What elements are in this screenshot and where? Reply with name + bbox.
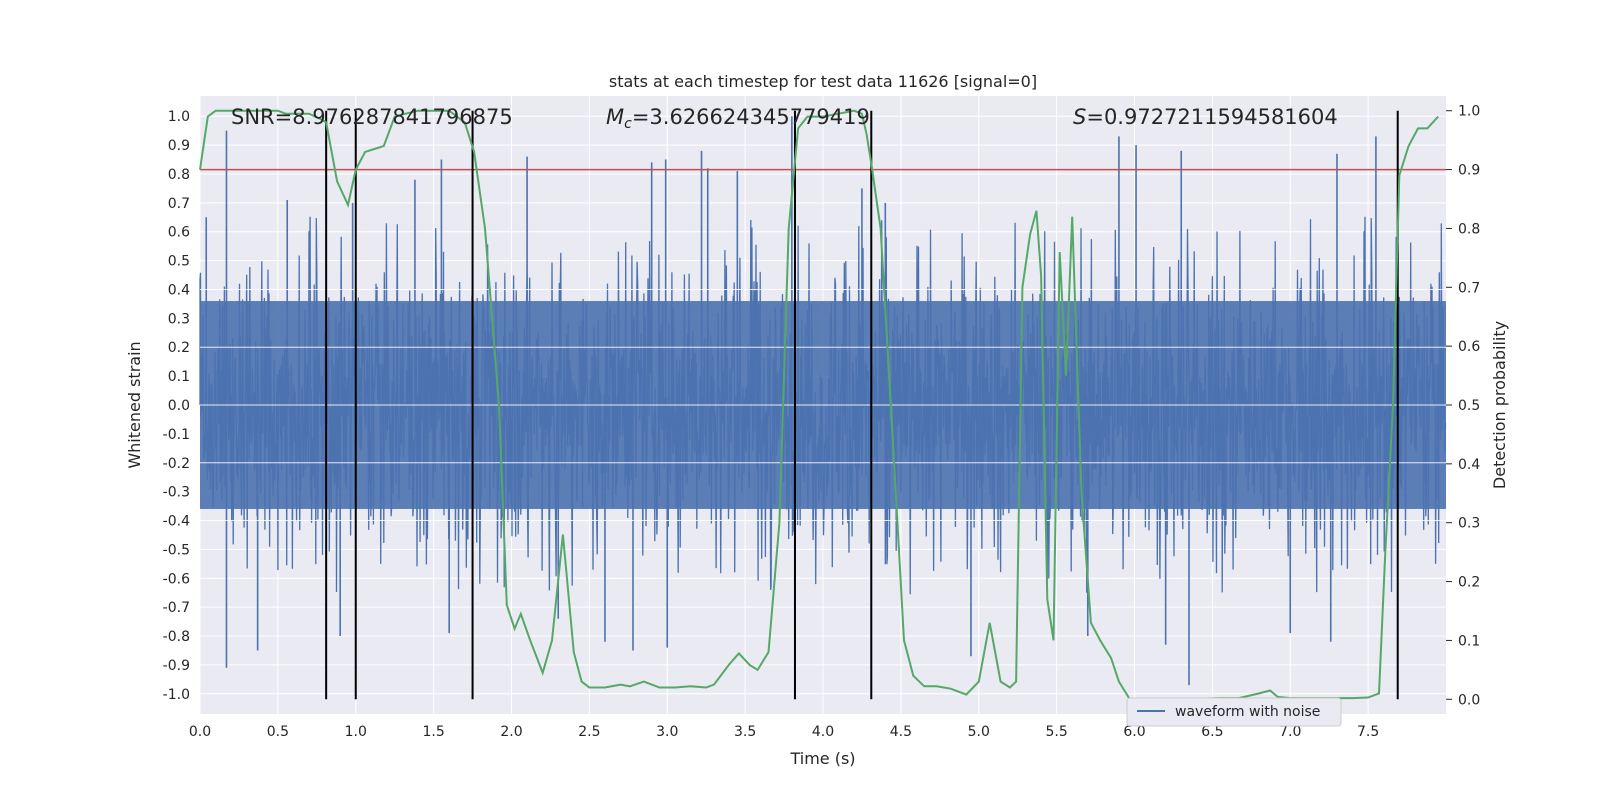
chirp-mass-annotation: Mc=3.626624345779419 [606,105,870,132]
y2-tick-label: 0.9 [1458,163,1480,179]
y-tick-label: -0.9 [163,658,190,674]
chart-title: stats at each timestep for test data 116… [609,72,1037,91]
y2-tick-label: 0.2 [1458,575,1480,591]
y-tick-label: -0.6 [163,571,190,587]
x-tick-label: 4.0 [812,724,834,740]
y-tick-label: 0.6 [168,225,190,241]
x-tick-label: 7.0 [1279,724,1301,740]
y2-tick-label: 0.3 [1458,516,1480,532]
x-tick-label: 1.0 [345,724,367,740]
snr-annotation: SNR=8.976287841796875 [231,105,513,129]
vertical-markers [325,110,1399,700]
y-tick-label: 1.0 [168,109,190,125]
y-tick-label: 0.1 [168,369,190,385]
y-tick-label: 0.2 [168,340,190,356]
x-axis-label: Time (s) [789,749,855,768]
s-value: =0.9727211594581604 [1086,105,1337,129]
legend-box [1126,697,1342,727]
y2-axis-label: Detection probability [1490,321,1509,489]
y-tick-label: -0.5 [163,542,190,558]
x-tick-label: 1.5 [422,724,444,740]
x-tick-label: 0.5 [267,724,289,740]
y2-tick-label: 0.4 [1458,457,1480,473]
y2-tick-label: 0.8 [1458,221,1480,237]
x-tick-label: 2.0 [500,724,522,740]
y-tick-label: 0.3 [168,311,190,327]
s-symbol: S [1073,105,1086,129]
x-tick-label: 3.0 [656,724,678,740]
y-tick-label: 0.8 [168,167,190,183]
y2-tick-label: 0.6 [1458,339,1480,355]
y-tick-label: -0.8 [163,629,190,645]
s-annotation: S=0.9727211594581604 [1073,105,1338,129]
y-tick-label: 0.5 [168,254,190,270]
y2-tick-label: 0.0 [1458,692,1480,708]
x-tick-label: 3.5 [734,724,756,740]
legend-label: waveform with noise [1175,704,1320,720]
chirp-mass-symbol: M [606,105,624,129]
waveform-series [199,116,1447,686]
y2-tick-label: 0.7 [1458,280,1480,296]
x-tick-label: 6.5 [1201,724,1223,740]
chirp-mass-subscript: c [624,116,632,132]
y-tick-label: -0.7 [163,600,190,616]
y-tick-label: -0.3 [163,485,190,501]
x-tick-label: 2.5 [578,724,600,740]
x-tick-label: 7.5 [1357,724,1379,740]
x-tick-label: 5.5 [1045,724,1067,740]
y2-tick-label: 1.0 [1458,104,1480,120]
legend: waveform with noise [1126,697,1342,727]
y2-tick-label: 0.1 [1458,633,1480,649]
y-tick-label: 0.4 [168,282,190,298]
chirp-mass-value: =3.626624345779419 [632,105,870,129]
x-tick-label: 0.0 [189,724,211,740]
x-tick-label: 5.0 [968,724,990,740]
x-tick-label: 6.0 [1123,724,1145,740]
y-tick-label: -0.1 [163,427,190,443]
x-tick-label: 4.5 [890,724,912,740]
y-tick-label: 0.9 [168,138,190,154]
y2-tick-label: 0.5 [1458,398,1480,414]
y-tick-label: -0.4 [163,514,190,530]
y-tick-label: -1.0 [163,687,190,703]
y-tick-label: 0.0 [168,398,190,414]
axis-ticks: 0.0 0.5 1.0 1.5 2.0 2.5 3.0 3.5 4.0 4.5 5.0 5.5 6.0 6… [163,104,1481,740]
y-tick-label: -0.2 [163,456,190,472]
y-axis-label: Whitened strain [125,341,144,468]
y-tick-label: 0.7 [168,196,190,212]
